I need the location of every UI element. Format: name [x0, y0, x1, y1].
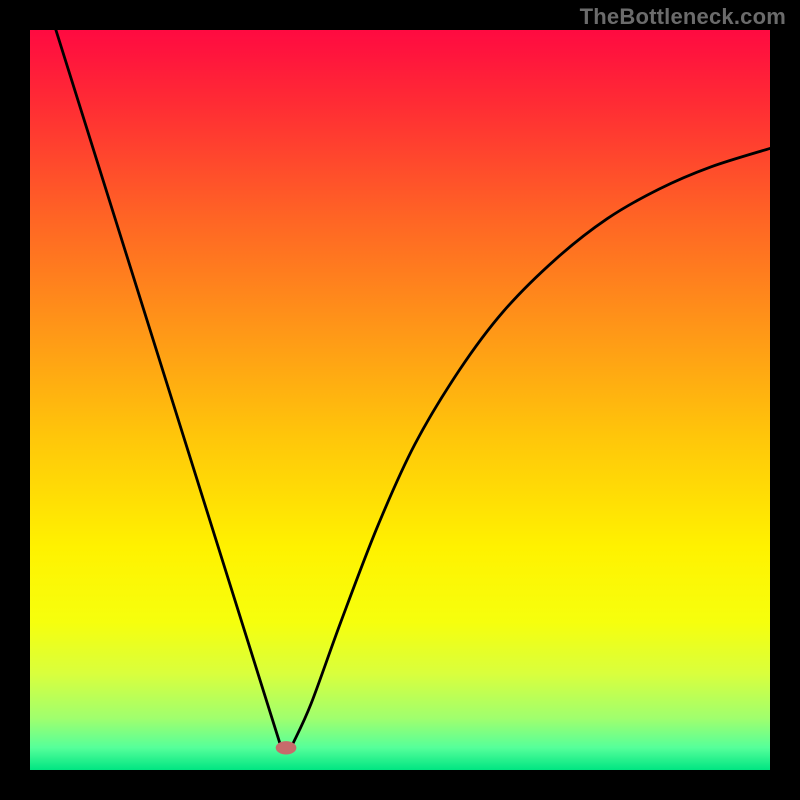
plot-area [30, 30, 770, 770]
curve-layer [30, 30, 770, 770]
minimum-marker [276, 741, 297, 754]
right-branch-line [293, 148, 770, 744]
chart-container: TheBottleneck.com [0, 0, 800, 800]
watermark-text: TheBottleneck.com [580, 4, 786, 30]
left-branch-line [56, 30, 280, 744]
